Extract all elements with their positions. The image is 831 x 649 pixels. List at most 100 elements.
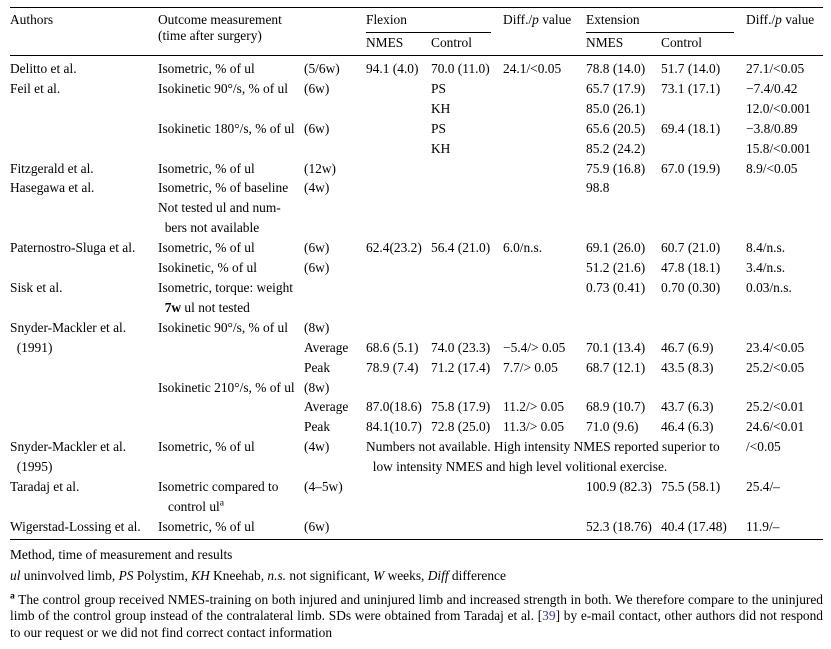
cell-extension-control: 43.5 (8.3) (661, 359, 714, 375)
cell-diff-flexion (503, 497, 586, 517)
col-header-authors: Authors (10, 12, 54, 27)
cell-flexion-control (431, 198, 503, 238)
cell-diff-flexion: 11.2/> 0.05 (503, 399, 565, 415)
cell-diff-extension (746, 178, 823, 198)
footnote-a-text: The control group received NMES-training… (10, 591, 823, 640)
cell-flexion-nmes (366, 278, 431, 318)
cell-diff-extension (746, 378, 823, 398)
cell-flexion-nmes: 78.9 (7.4) (366, 359, 419, 375)
cell-diff-extension (746, 198, 823, 238)
cell-authors: Hasegawa et al. (10, 180, 95, 196)
cell-extension-nmes: 100.9 (82.3) (586, 479, 652, 495)
cell-time (304, 198, 366, 238)
cell-extension-nmes: 68.9 (10.7) (586, 399, 646, 415)
cell-extension-nmes: 68.7 (12.1) (586, 359, 646, 375)
cell-extension-control (661, 497, 746, 517)
cell-diff-extension: /<0.05 (746, 439, 781, 455)
cell-diff-flexion (503, 517, 586, 539)
cell-diff-extension: 25.2/<0.05 (746, 359, 805, 375)
cell-flexion-nmes: Numbers not available. High intensity NM… (366, 439, 720, 475)
cell-outcome: Isokinetic 210°/s, % of ul (158, 379, 295, 395)
cell-extension-nmes: 75.9 (16.8) (586, 160, 646, 176)
cell-authors: Snyder-Mackler et al. (10, 319, 127, 335)
cell-extension-control: 43.7 (6.3) (661, 399, 714, 415)
cell-flexion-control: PS (431, 80, 446, 96)
cell-diff-flexion (503, 258, 586, 278)
cell-diff-extension: 23.4/<0.05 (746, 339, 805, 355)
cell-extension-control (661, 378, 746, 398)
cell-flexion-control: 72.8 (25.0) (431, 419, 491, 435)
cell-extension-control: 46.4 (6.3) (661, 419, 714, 435)
cell-diff-extension: 3.4/n.s. (746, 260, 786, 276)
table-row: Average 87.0(18.6) 75.8 (17.9) 11.2/> 0.05 6… (10, 397, 823, 417)
cell-flexion-nmes (366, 198, 431, 238)
cell-authors: Fitzgerald et al. (10, 160, 94, 176)
col-header-extension-nmes: NMES (586, 34, 624, 50)
cell-flexion-control: 56.4 (21.0) (431, 240, 491, 256)
cell-flexion-control (431, 178, 503, 198)
cell-authors (10, 258, 158, 278)
cell-time: (6w) (304, 120, 330, 136)
cell-extension-nmes: 65.6 (20.5) (586, 120, 646, 136)
cell-diff-extension: −3.8/0.89 (746, 120, 798, 136)
cell-time: (6w) (304, 240, 330, 256)
cell-diff-flexion (503, 318, 586, 338)
cell-time (304, 139, 366, 159)
cell-diff-extension: 25.2/<0.01 (746, 399, 805, 415)
cell-outcome: Isokinetic 90°/s, % of ul (158, 80, 288, 96)
cell-flexion-control (431, 318, 503, 338)
cell-outcome (158, 139, 304, 159)
cell-flexion-control: 75.8 (17.9) (431, 399, 491, 415)
cell-extension-control (661, 178, 746, 198)
table-row: Peak 84.1(10.7) 72.8 (25.0) 11.3/> 0.05 71.0… (10, 417, 823, 437)
table-footer: Method, time of measurement and results … (10, 540, 823, 642)
cell-authors: Wigerstad-Lossing et al. (10, 518, 141, 534)
cell-time: (4w) (304, 439, 330, 455)
col-header-flexion-control: Control (431, 34, 472, 50)
cell-extension-control: 69.4 (18.1) (661, 120, 721, 136)
table-row: Snyder-Mackler et al. Isokinetic 90°/s, %… (10, 318, 823, 338)
cell-flexion-control: 74.0 (23.3) (431, 339, 491, 355)
cell-flexion-nmes (366, 139, 431, 159)
table-row: Wigerstad-Lossing et al. Isometric, % of … (10, 517, 823, 539)
cell-extension-nmes (586, 497, 661, 517)
cell-authors: Paternostro-Sluga et al. (10, 240, 136, 256)
cell-flexion-nmes (366, 258, 431, 278)
cell-extension-nmes: 69.1 (26.0) (586, 240, 646, 256)
reference-link[interactable]: 39 (542, 608, 556, 624)
cell-time: (4–5w) (304, 479, 343, 495)
cell-outcome: Isokinetic 180°/s, % of ul (158, 120, 295, 136)
cell-time: (4w) (304, 180, 330, 196)
cell-time: (8w) (304, 319, 330, 335)
cell-extension-nmes (586, 378, 661, 398)
cell-diff-flexion (503, 159, 586, 179)
footnote-a: a The control group received NMES-traini… (10, 591, 823, 642)
table-row: Snyder-Mackler et al. (1995) Isometric, %… (10, 437, 823, 477)
table-row: Delitto et al. Isometric, % of ul (5/6w) 94… (10, 56, 823, 79)
cell-diff-extension: 8.9/<0.05 (746, 160, 798, 176)
cell-authors (10, 198, 158, 238)
table-row: Paternostro-Sluga et al. Isometric, % of … (10, 238, 823, 258)
cell-time: Average (304, 339, 349, 355)
cell-authors (10, 497, 158, 517)
cell-diff-flexion: 6.0/n.s. (503, 240, 543, 256)
cell-time (304, 99, 366, 119)
table-row: Taradaj et al. Isometric compared to (4–5w… (10, 477, 823, 497)
cell-outcome: Isometric, % of ul (158, 160, 255, 176)
cell-outcome (158, 417, 304, 437)
cell-diff-extension: 25.4/– (746, 479, 780, 495)
table-row: Sisk et al. Isometric, torque: weight 7w … (10, 278, 823, 318)
cell-outcome: Isometric, % of baseline (158, 180, 289, 196)
cell-diff-flexion: −5.4/> 0.05 (503, 339, 566, 355)
cell-time: (5/6w) (304, 61, 340, 76)
col-header-flexion-nmes: NMES (366, 34, 404, 50)
cell-authors: Feil et al. (10, 80, 61, 96)
cell-authors (10, 397, 158, 417)
cell-flexion-control (431, 497, 503, 517)
cell-diff-flexion (503, 378, 586, 398)
cell-diff-flexion (503, 99, 586, 119)
cell-outcome: control ula (158, 497, 225, 514)
cell-outcome (158, 338, 304, 358)
cell-flexion-nmes: 84.1(10.7) (366, 419, 422, 435)
cell-time: Peak (304, 359, 331, 375)
